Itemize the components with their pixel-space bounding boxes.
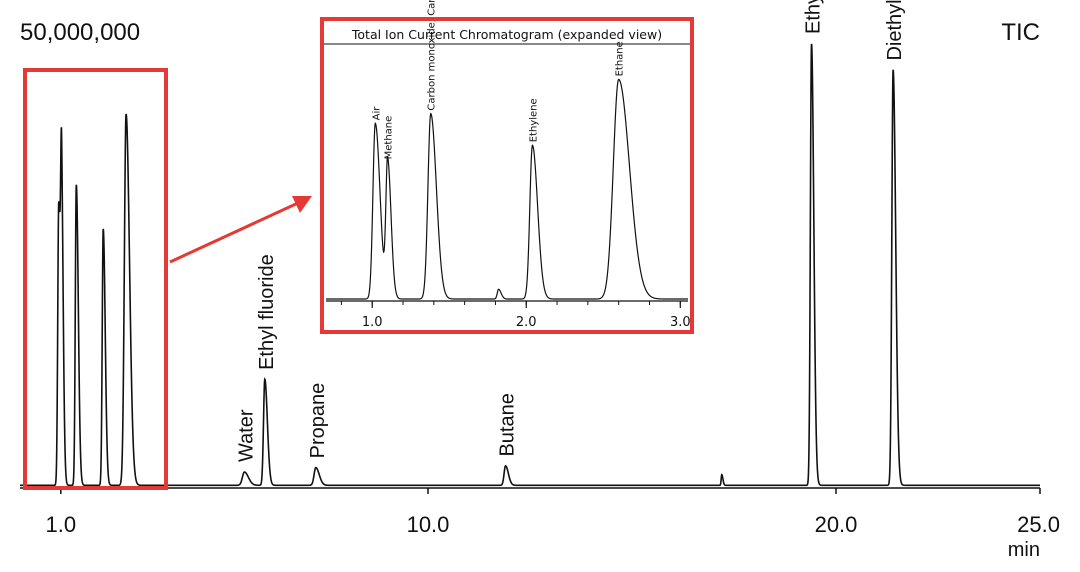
inset-tic-trace: [326, 78, 688, 300]
inset-peak-label: Methane: [384, 116, 395, 160]
x-axis-unit-label: min: [1008, 539, 1040, 561]
peak-label: Propane: [307, 383, 329, 459]
main-x-tick-label: 25.0: [1017, 512, 1060, 537]
main-x-axis-ticks: 1.0 10.0 20.0 25.0: [46, 488, 1060, 537]
main-trace-group: [20, 43, 1040, 487]
inset-border: [320, 17, 694, 334]
inset-title: Total Ion Current Chromatogram (expanded…: [351, 27, 662, 42]
inset-x-tick-label: 2.0: [516, 315, 537, 330]
peak-label: Diethyl carbonate(Solvent): [884, 0, 906, 61]
peak-label: Butane: [497, 393, 519, 456]
zoom-arrow-line: [169, 201, 299, 264]
main-x-tick-label: 10.0: [407, 512, 450, 537]
inset-background: [322, 19, 692, 332]
inset-peak-label: Carbon monoxide, Carbon dioxide: [427, 0, 438, 111]
trace-label: TIC: [1001, 19, 1040, 46]
zoom-arrow-head: [292, 196, 312, 213]
peak-label: Ethyl methyl carbonate(Solvent): [803, 0, 825, 34]
inset-x-tick-label: 3.0: [670, 315, 691, 330]
main-x-tick-label: 1.0: [46, 512, 77, 537]
tic-trace: [20, 43, 1040, 487]
y-max-label: 50,000,000: [20, 19, 140, 46]
inset-peak-label: Air: [371, 106, 382, 121]
main-peak-labels: Water Ethyl fluoride Propane Butane Ethyl me…: [235, 0, 906, 462]
inset-peak-label: Ethane: [615, 41, 626, 76]
inset-chart: Total Ion Current Chromatogram (expanded…: [322, 0, 692, 330]
inset-peak-label: Ethylene: [528, 98, 539, 142]
main-x-tick-label: 20.0: [815, 512, 858, 537]
peak-label: Water: [235, 409, 257, 462]
zoom-region-box: [23, 68, 168, 490]
peak-label: Ethyl fluoride: [256, 254, 278, 370]
inset-x-tick-label: 1.0: [362, 315, 383, 330]
